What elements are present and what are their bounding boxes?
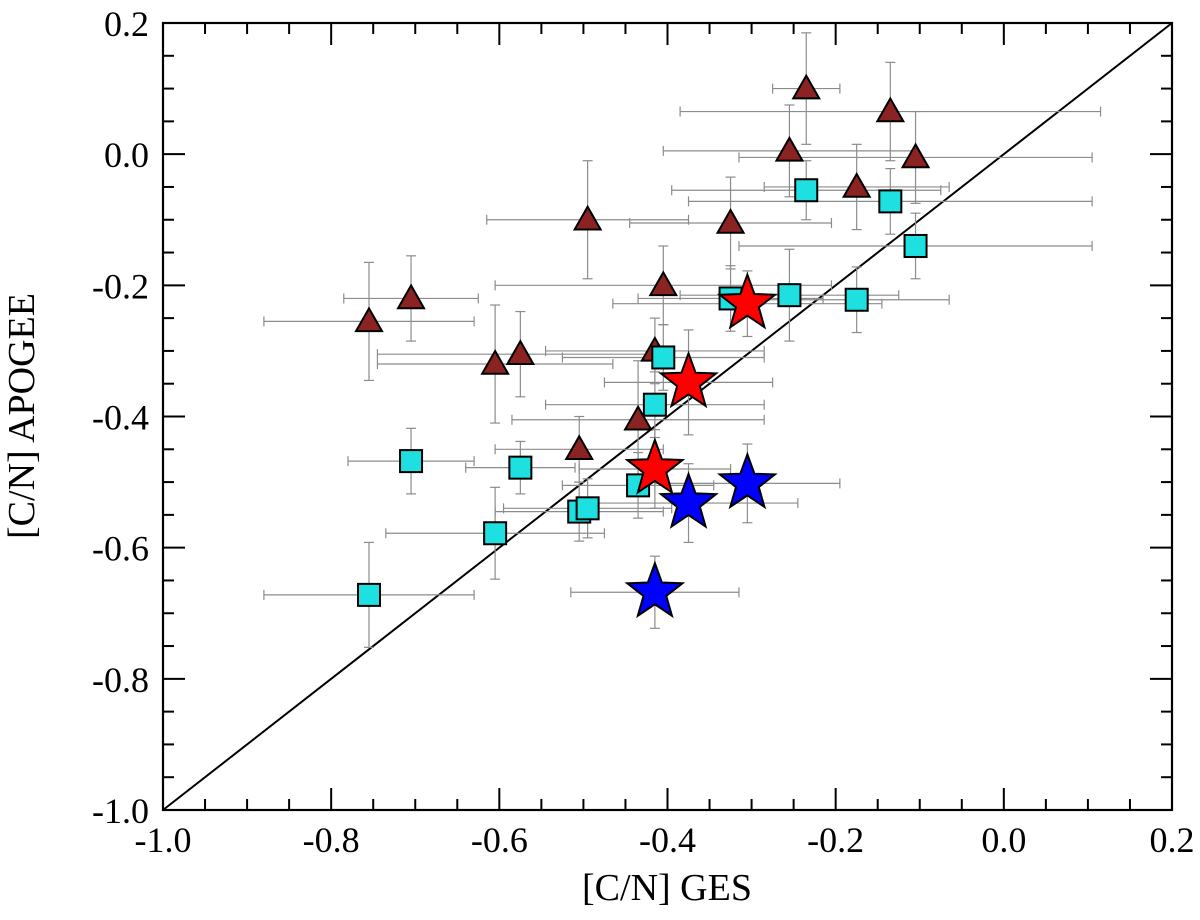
- triangle-marker: [564, 434, 594, 461]
- square-marker: [903, 233, 928, 258]
- one-to-one-line: [162, 22, 1173, 811]
- y-tick-label: 0.2: [104, 4, 149, 44]
- triangle-marker: [572, 204, 603, 231]
- square-marker: [878, 189, 903, 214]
- triangle-marker: [623, 404, 653, 431]
- triangle-marker: [774, 135, 805, 162]
- x-tick-label: -0.2: [807, 820, 864, 860]
- x-tick-label: 0.0: [981, 820, 1026, 860]
- triangle-marker: [900, 142, 931, 169]
- square-marker: [794, 178, 819, 203]
- y-tick-label: -0.6: [92, 529, 149, 569]
- reference-line-layer: [162, 22, 1173, 811]
- error-bars: [263, 32, 1102, 648]
- square-marker: [844, 287, 869, 312]
- data-markers: [354, 73, 931, 619]
- star-marker: [658, 471, 719, 529]
- star-marker: [717, 451, 778, 510]
- square-marker: [508, 455, 533, 480]
- triangle-marker: [791, 73, 821, 100]
- axis-ticks: [162, 22, 1173, 811]
- x-tick-label: -0.6: [471, 820, 528, 860]
- y-axis-label: [C/N] APOGEE: [1, 293, 43, 539]
- triangle-marker: [715, 208, 746, 234]
- square-marker: [777, 283, 802, 308]
- y-tick-label: -0.8: [92, 660, 149, 700]
- square-marker: [575, 496, 600, 521]
- triangle-marker: [648, 270, 679, 297]
- x-tick-label: 0.2: [1150, 820, 1195, 860]
- y-tick-label: -0.2: [92, 266, 149, 306]
- y-tick-label: 0.0: [104, 135, 149, 175]
- triangle-marker: [841, 171, 872, 198]
- triangle-marker: [505, 339, 536, 365]
- square-marker: [483, 521, 508, 546]
- x-axis-label: [C/N] GES: [582, 867, 752, 909]
- square-marker: [642, 392, 667, 417]
- y-tick-label: -1.0: [92, 791, 149, 831]
- star-marker: [624, 437, 686, 495]
- star-marker: [717, 271, 778, 330]
- triangle-marker: [396, 283, 426, 310]
- square-marker: [399, 449, 424, 474]
- triangle-marker: [875, 96, 906, 123]
- tick-labels: -1.0 -0.8 -0.6 -0.4 -0.2 0.0 0.2 -1.0 -0.8 -0.6 -0…: [92, 4, 1195, 860]
- square-marker: [357, 582, 382, 607]
- x-tick-label: -0.8: [303, 820, 360, 860]
- y-tick-label: -0.4: [92, 398, 149, 438]
- star-marker: [624, 560, 686, 619]
- x-tick-label: -0.4: [639, 820, 696, 860]
- triangle-marker: [480, 349, 510, 375]
- x-tick-label: -1.0: [135, 820, 192, 860]
- star-marker: [658, 350, 719, 409]
- triangle-marker: [354, 306, 384, 333]
- square-marker: [651, 345, 676, 370]
